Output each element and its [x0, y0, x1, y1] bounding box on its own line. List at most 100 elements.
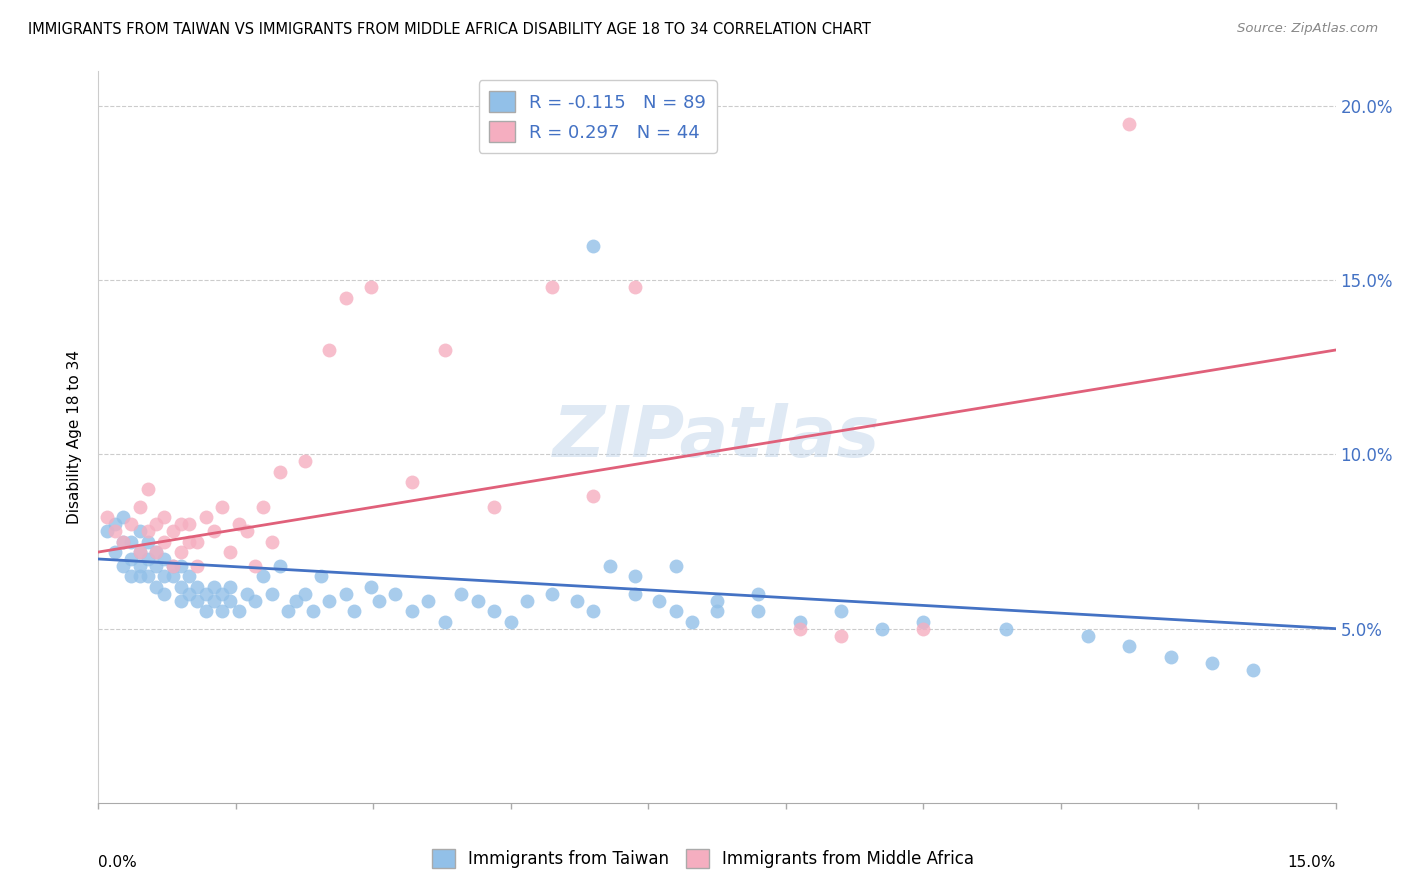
Text: ZIPatlas: ZIPatlas: [554, 402, 880, 472]
Point: [582, 604, 605, 618]
Point: [179, 569, 201, 583]
Point: [401, 475, 423, 490]
Point: [120, 534, 142, 549]
Point: [170, 545, 193, 559]
Point: [120, 569, 142, 583]
Point: [104, 524, 127, 538]
Point: [830, 604, 852, 618]
Point: [104, 517, 127, 532]
Text: Source: ZipAtlas.com: Source: ZipAtlas.com: [1237, 22, 1378, 36]
Point: [236, 587, 259, 601]
Point: [294, 454, 316, 468]
Point: [202, 524, 225, 538]
Point: [219, 594, 242, 608]
Point: [384, 587, 406, 601]
Point: [665, 558, 688, 573]
Point: [830, 629, 852, 643]
Legend: Immigrants from Taiwan, Immigrants from Middle Africa: Immigrants from Taiwan, Immigrants from …: [425, 842, 981, 875]
Point: [202, 580, 225, 594]
Point: [112, 534, 135, 549]
Point: [648, 594, 671, 608]
Point: [418, 594, 440, 608]
Point: [401, 604, 423, 618]
Point: [136, 524, 159, 538]
Point: [186, 594, 208, 608]
Point: [747, 604, 769, 618]
Point: [170, 594, 193, 608]
Text: 15.0%: 15.0%: [1288, 855, 1336, 870]
Point: [1201, 657, 1223, 671]
Point: [1118, 639, 1140, 653]
Point: [194, 587, 217, 601]
Point: [112, 510, 135, 524]
Point: [269, 465, 291, 479]
Point: [228, 604, 250, 618]
Point: [302, 604, 325, 618]
Point: [269, 558, 291, 573]
Point: [186, 558, 208, 573]
Point: [623, 280, 645, 294]
Point: [623, 569, 645, 583]
Point: [128, 545, 150, 559]
Point: [186, 580, 208, 594]
Point: [112, 558, 135, 573]
Point: [153, 552, 176, 566]
Y-axis label: Disability Age 18 to 34: Disability Age 18 to 34: [67, 350, 83, 524]
Text: IMMIGRANTS FROM TAIWAN VS IMMIGRANTS FROM MIDDLE AFRICA DISABILITY AGE 18 TO 34 : IMMIGRANTS FROM TAIWAN VS IMMIGRANTS FRO…: [28, 22, 870, 37]
Point: [335, 587, 357, 601]
Point: [260, 534, 283, 549]
Point: [170, 580, 193, 594]
Point: [170, 558, 193, 573]
Point: [128, 558, 150, 573]
Point: [162, 558, 184, 573]
Point: [179, 517, 201, 532]
Point: [170, 517, 193, 532]
Point: [145, 558, 167, 573]
Point: [343, 604, 366, 618]
Point: [179, 534, 201, 549]
Legend: R = -0.115   N = 89, R = 0.297   N = 44: R = -0.115 N = 89, R = 0.297 N = 44: [478, 80, 717, 153]
Point: [179, 587, 201, 601]
Point: [582, 489, 605, 503]
Point: [277, 604, 299, 618]
Point: [360, 280, 382, 294]
Point: [623, 587, 645, 601]
Point: [128, 545, 150, 559]
Point: [260, 587, 283, 601]
Point: [516, 594, 538, 608]
Point: [541, 280, 564, 294]
Point: [335, 291, 357, 305]
Point: [450, 587, 472, 601]
Point: [484, 604, 506, 618]
Point: [145, 580, 167, 594]
Point: [112, 534, 135, 549]
Point: [186, 534, 208, 549]
Point: [128, 500, 150, 514]
Point: [1160, 649, 1182, 664]
Point: [318, 343, 340, 357]
Point: [228, 517, 250, 532]
Point: [194, 510, 217, 524]
Point: [194, 604, 217, 618]
Point: [202, 594, 225, 608]
Point: [789, 615, 811, 629]
Point: [162, 524, 184, 538]
Point: [136, 534, 159, 549]
Point: [309, 569, 332, 583]
Point: [153, 587, 176, 601]
Point: [162, 558, 184, 573]
Point: [912, 615, 935, 629]
Point: [433, 343, 456, 357]
Point: [153, 510, 176, 524]
Point: [211, 587, 233, 601]
Point: [252, 569, 274, 583]
Point: [681, 615, 703, 629]
Point: [128, 569, 150, 583]
Point: [484, 500, 506, 514]
Point: [153, 534, 176, 549]
Point: [219, 545, 242, 559]
Point: [599, 558, 621, 573]
Point: [211, 500, 233, 514]
Point: [433, 615, 456, 629]
Point: [120, 552, 142, 566]
